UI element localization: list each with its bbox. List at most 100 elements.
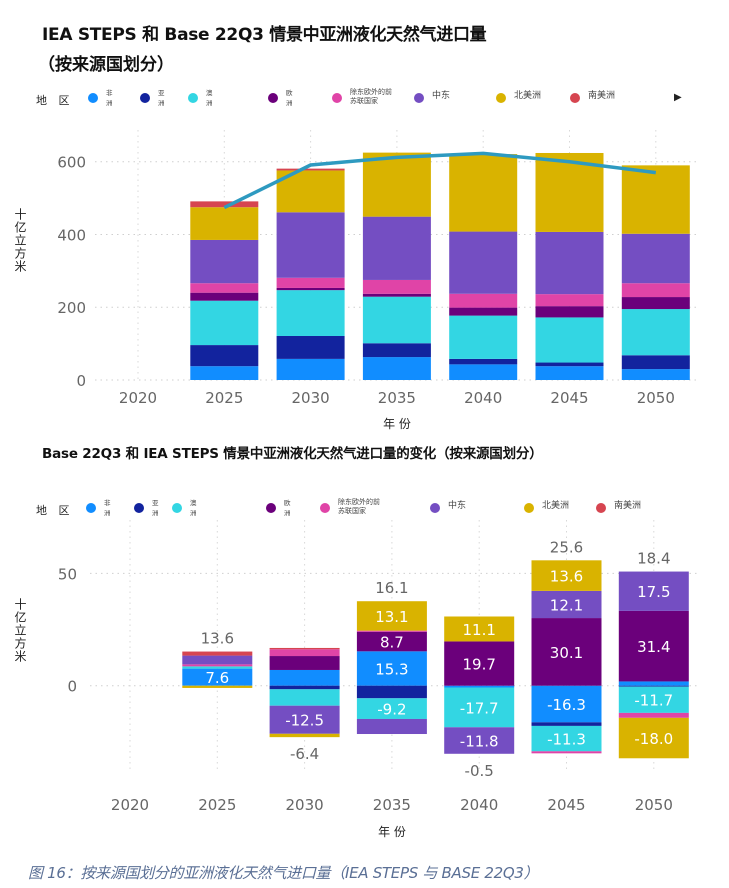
bar-segment-oceania-2025[interactable] [182,666,253,669]
bar-segment-north-america-2050[interactable] [618,717,689,759]
bar-segment-middle-east-2030[interactable] [269,705,340,734]
segment-data-label: 13.6 [550,568,583,586]
bar-segment-europe-2025[interactable] [190,292,259,301]
bar-segment-europe-2050[interactable] [621,297,690,310]
bar-segment-asia-2035[interactable] [362,343,431,358]
bar-segment-europe-2050[interactable] [618,610,689,682]
bar-segment-europe-2045[interactable] [535,306,604,318]
bar-segment-middle-east-2045[interactable] [531,590,602,619]
y-axis-title: 十亿立方米 [13,598,27,663]
segment-data-label: 11.1 [462,621,495,639]
bar-segment-fsu-2025[interactable] [182,664,253,667]
bar-segment-fsu-2035[interactable] [362,279,431,294]
bar-segment-middle-east-2035[interactable] [362,216,431,280]
bar-segment-asia-2045[interactable] [535,362,604,367]
bar-segment-europe-2030[interactable] [276,287,345,291]
bar-segment-oceania-2025[interactable] [190,300,259,346]
bar-segment-middle-east-2050[interactable] [621,233,690,284]
bar-segment-middle-east-2035[interactable] [356,718,427,735]
bar-segment-north-america-2050[interactable] [621,165,690,234]
bar-segment-oceania-2030[interactable] [276,290,345,336]
bar-segment-asia-2045[interactable] [531,722,602,726]
bar-segment-fsu-2045[interactable] [535,294,604,307]
bar-segment-oceania-2040[interactable] [449,315,518,359]
bar-segment-north-america-2040[interactable] [449,154,518,232]
x-tick-label: 2045 [550,389,588,407]
legend-title: 地 区 [36,94,74,107]
bar-segment-middle-east-2045[interactable] [535,231,604,295]
bar-segment-middle-east-2040[interactable] [449,231,518,294]
bar-segment-africa-2035[interactable] [362,357,431,380]
x-tick-label: 2035 [378,389,416,407]
bar-segment-south-america-2025[interactable] [190,201,259,208]
bar-segment-europe-2035[interactable] [362,293,431,297]
bar-segment-europe-2040[interactable] [449,307,518,316]
bar-segment-oceania-2050[interactable] [618,686,689,713]
bar-segment-fsu-2050[interactable] [621,283,690,298]
bar-segment-fsu-2025[interactable] [190,283,259,293]
bar-segment-oceania-2035[interactable] [362,296,431,344]
bar-segment-africa-2050[interactable] [621,369,690,380]
bar-segment-fsu-2035[interactable] [356,630,427,632]
bar-segment-middle-east-2040[interactable] [444,727,515,754]
bar-segment-europe-2035[interactable] [356,631,427,652]
bar-segment-north-america-2025[interactable] [182,685,253,688]
bar-segment-north-america-2035[interactable] [362,152,431,217]
bar-segment-north-america-2030[interactable] [269,733,340,738]
bar-segment-middle-east-2030[interactable] [276,212,345,278]
bar-segment-north-america-2035[interactable] [356,601,427,631]
y-tick-label: 0 [67,678,77,696]
bar-segment-south-america-2030[interactable] [269,647,340,650]
bar-segment-africa-2030[interactable] [269,669,340,686]
bar-segment-middle-east-2025[interactable] [182,655,253,665]
bar-segment-asia-2030[interactable] [269,685,340,690]
bar-segment-oceania-2045[interactable] [535,317,604,363]
bar-segment-africa-2025[interactable] [190,366,259,380]
bar-segment-south-america-2030[interactable] [276,168,345,171]
bar-segment-africa-2040[interactable] [449,364,518,380]
bar-segment-oceania-2050[interactable] [621,309,690,356]
bar-segment-north-america-2040[interactable] [444,616,515,642]
bar-segment-middle-east-2050[interactable] [618,571,689,611]
bar-segment-oceania-2030[interactable] [269,689,340,706]
y-tick-label: 200 [57,299,86,317]
bar-segment-oceania-2040[interactable] [444,687,515,728]
bar-segment-oceania-2035[interactable] [356,698,427,719]
bar-segment-middle-east-2025[interactable] [190,239,259,284]
segment-data-label: 19.7 [462,656,495,674]
bar-segment-africa-2030[interactable] [276,358,345,380]
bar-segment-asia-2040[interactable] [449,358,518,365]
legend-swatch-icon [188,93,198,103]
legend-next-arrow-icon[interactable]: ▶ [674,92,682,103]
bar-segment-asia-2035[interactable] [356,685,427,699]
legend-label: 澳洲 [206,89,213,107]
bar-segment-fsu-2045[interactable] [531,751,602,754]
bar-segment-fsu-2050[interactable] [618,712,689,718]
bar-segment-asia-2050[interactable] [621,355,690,370]
bar-segment-asia-2025[interactable] [190,345,259,367]
bar-segment-north-america-2025[interactable] [190,207,259,240]
steps-line[interactable] [223,151,657,210]
bar-segment-africa-2035[interactable] [356,651,427,686]
bar-segment-africa-2050[interactable] [618,681,689,686]
x-axis-title: 年 份 [378,825,406,839]
legend-swatch-icon [268,93,278,103]
bar-segment-africa-2040[interactable] [444,685,515,688]
bar-segment-fsu-2040[interactable] [449,293,518,308]
bar-segment-europe-2040[interactable] [444,641,515,686]
bar-segment-africa-2045[interactable] [535,366,604,380]
bar-segment-europe-2045[interactable] [531,618,602,686]
bar-segment-north-america-2045[interactable] [531,560,602,591]
bar-segment-fsu-2030[interactable] [276,277,345,288]
bar-segment-fsu-2030[interactable] [269,649,340,657]
bar-segment-south-america-2025[interactable] [182,651,253,656]
legend-label: 除东欧外的前苏联国家 [338,498,380,515]
legend-swatch-icon [570,93,580,103]
bar-segment-africa-2045[interactable] [531,685,602,723]
segment-data-label: 31.4 [637,638,670,656]
bar-segment-asia-2050[interactable] [618,685,689,687]
bar-segment-asia-2030[interactable] [276,335,345,359]
bar-segment-africa-2025[interactable] [182,668,253,686]
bar-segment-oceania-2045[interactable] [531,725,602,752]
bar-segment-europe-2030[interactable] [269,656,340,670]
